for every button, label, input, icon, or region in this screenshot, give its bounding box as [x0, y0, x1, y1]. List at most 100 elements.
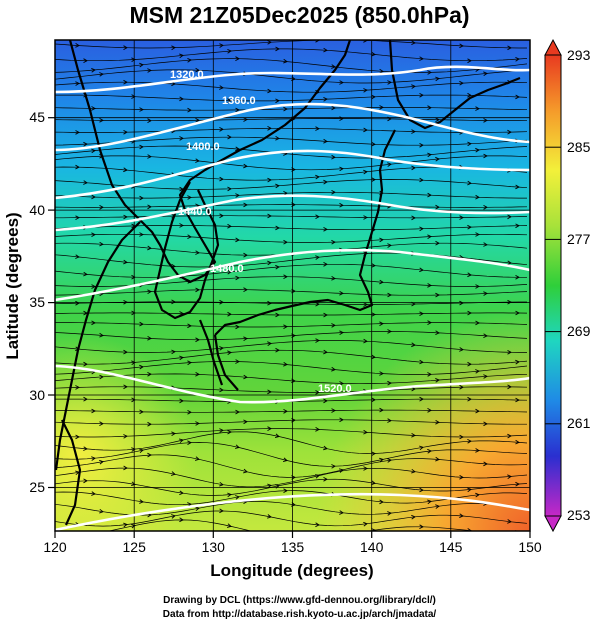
streamline-arrow — [83, 478, 88, 484]
streamline-arrow — [139, 107, 144, 112]
streamline-arrow — [179, 398, 184, 404]
streamline — [55, 340, 527, 353]
streamline-arrow — [275, 534, 279, 538]
streamline-arrow — [219, 508, 224, 514]
streamline-arrow — [91, 148, 96, 154]
streamline-arrow — [179, 355, 184, 361]
streamline — [55, 94, 528, 102]
streamline-arrow — [275, 98, 280, 104]
streamline — [107, 519, 479, 531]
y-tick-label: 30 — [29, 387, 45, 403]
streamline — [55, 289, 528, 296]
streamline-arrow — [243, 336, 248, 341]
streamline — [55, 428, 528, 438]
streamline-arrow — [419, 226, 424, 232]
streamline-arrow — [187, 195, 192, 200]
streamline-arrow — [195, 372, 200, 377]
streamline-arrow — [219, 176, 224, 182]
streamline-arrow — [235, 107, 240, 113]
streamline-arrow — [435, 420, 440, 425]
streamline-arrow — [171, 349, 176, 355]
streamline-arrow — [515, 275, 520, 280]
streamline-arrow — [147, 204, 152, 210]
contour-label: 1440.0 — [178, 206, 212, 218]
streamline — [55, 48, 528, 62]
streamline-arrow — [139, 364, 144, 370]
streamline-arrow — [459, 215, 464, 220]
streamline-arrow — [99, 459, 104, 465]
streamline-arrow — [435, 117, 440, 122]
streamline — [55, 155, 528, 171]
streamline-arrow — [363, 88, 368, 93]
streamline-arrow — [75, 215, 80, 220]
streamline — [55, 233, 528, 243]
streamline-arrow — [283, 409, 288, 414]
streamline-arrow — [507, 433, 512, 439]
streamline-arrow — [99, 72, 104, 77]
streamline-arrow — [427, 105, 432, 110]
streamline-arrow — [283, 488, 288, 493]
streamline-arrow — [427, 499, 432, 505]
streamline-arrow — [131, 94, 136, 99]
streamline-arrow — [123, 465, 128, 471]
streamline-arrow — [483, 291, 488, 296]
streamline-arrow — [331, 239, 336, 245]
streamline-arrow — [235, 359, 240, 364]
streamline-arrow — [75, 81, 80, 86]
streamline-arrow — [75, 300, 80, 306]
streamline-arrow — [507, 384, 512, 390]
colorbar-label: 253 — [567, 507, 591, 523]
streamline-arrow — [475, 408, 480, 414]
streamline — [55, 81, 528, 93]
streamline-arrow — [323, 312, 328, 318]
streamline — [55, 510, 528, 527]
streamline-arrow — [187, 360, 192, 366]
streamline-arrow — [315, 390, 320, 395]
streamline-arrow — [427, 70, 432, 75]
streamline-arrow — [331, 276, 336, 281]
streamline-arrow — [379, 457, 384, 463]
streamline-arrow — [235, 237, 240, 243]
streamline-arrow — [507, 260, 512, 266]
streamline-arrow — [227, 98, 232, 103]
streamline-arrow — [379, 499, 384, 505]
streamline-arrow — [371, 263, 376, 268]
streamline-arrow — [323, 349, 328, 355]
streamline — [55, 215, 528, 219]
streamline-arrow — [507, 474, 512, 479]
streamline-arrow — [323, 445, 328, 451]
y-tick-labels: 25 30 35 40 45 — [29, 109, 45, 495]
streamline-arrow — [363, 127, 368, 133]
streamline-arrow — [363, 521, 368, 527]
streamline-arrow — [283, 324, 288, 329]
colorbar-label: 269 — [567, 323, 591, 339]
credit-line-data: Data from http://database.rish.kyoto-u.a… — [162, 609, 437, 620]
contour-1560 — [55, 492, 530, 531]
streamline-arrow — [91, 106, 96, 111]
contour-label: 1480.0 — [210, 263, 244, 275]
streamline-arrow — [323, 227, 328, 232]
streamline-arrow — [323, 96, 328, 102]
y-tick-label: 25 — [29, 479, 45, 495]
x-tick-label: 150 — [518, 539, 542, 555]
streamline-arrow — [323, 477, 328, 482]
streamline-arrow — [123, 259, 128, 265]
streamline-arrow — [91, 284, 96, 289]
streamline — [55, 478, 528, 496]
streamline-arrow — [75, 164, 80, 170]
colorbar-label: 261 — [567, 415, 591, 431]
streamline-arrow — [427, 192, 432, 198]
streamline — [55, 361, 528, 375]
streamline-arrow — [99, 205, 104, 210]
streamline — [55, 467, 528, 488]
streamline-arrow — [131, 481, 136, 487]
x-tick-label: 145 — [439, 539, 463, 555]
streamline-arrow — [387, 80, 392, 85]
streamline-arrow — [274, 433, 280, 439]
contour-label: 1320.0 — [170, 69, 204, 81]
streamline-arrow — [275, 183, 280, 189]
streamline-arrow — [459, 475, 464, 480]
streamline-arrow — [139, 232, 144, 237]
streamline — [55, 322, 528, 328]
